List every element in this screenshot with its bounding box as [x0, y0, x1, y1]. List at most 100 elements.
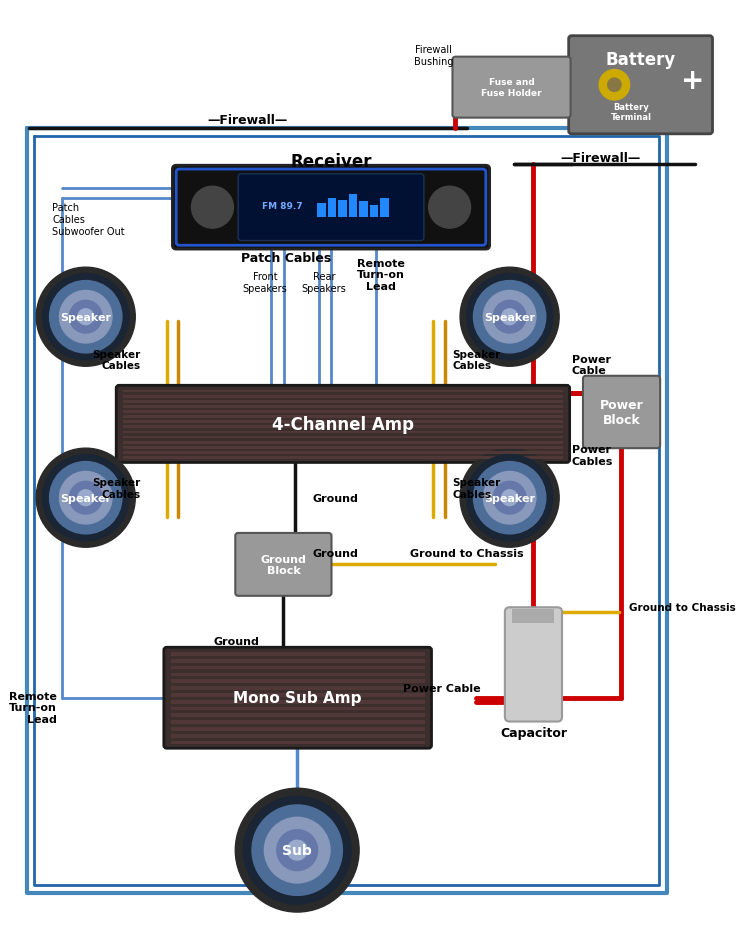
Text: Battery: Battery [605, 51, 676, 69]
Text: Ground: Ground [313, 548, 358, 558]
Circle shape [502, 310, 518, 326]
Text: Receiver: Receiver [290, 153, 372, 171]
Circle shape [483, 291, 536, 344]
Bar [123, 400, 563, 403]
Bar [328, 198, 336, 217]
Circle shape [277, 830, 318, 870]
Circle shape [78, 310, 94, 326]
Text: Ground
Block: Ground Block [260, 554, 306, 576]
Circle shape [473, 281, 546, 353]
Circle shape [50, 462, 122, 534]
Text: Ground: Ground [213, 636, 259, 646]
Text: 4-Channel Amp: 4-Channel Amp [272, 415, 414, 433]
Bar [170, 666, 424, 670]
Bar [123, 457, 563, 460]
Circle shape [265, 818, 330, 883]
Circle shape [36, 268, 135, 367]
Bar [170, 700, 424, 704]
Text: Sub: Sub [282, 843, 312, 857]
Bar [170, 734, 424, 738]
Text: Front
Speakers: Front Speakers [242, 272, 287, 294]
Circle shape [608, 79, 621, 93]
Text: Ground to Chassis: Ground to Chassis [410, 548, 524, 558]
Text: Ground: Ground [313, 493, 358, 503]
Bar [123, 390, 563, 393]
Circle shape [460, 268, 560, 367]
Bar [370, 206, 378, 217]
Text: Power
Block: Power Block [600, 398, 644, 427]
Circle shape [466, 275, 553, 361]
Text: Firewall
Bushing: Firewall Bushing [414, 45, 453, 66]
Bar [123, 396, 563, 398]
Circle shape [466, 455, 553, 541]
Circle shape [429, 187, 470, 228]
Bar [170, 673, 424, 677]
Text: Power
Cables: Power Cables [572, 445, 613, 466]
Bar [123, 451, 563, 454]
Bar [170, 652, 424, 656]
Text: Patch Cables: Patch Cables [241, 252, 331, 265]
Text: Speaker: Speaker [484, 493, 535, 503]
Text: Speaker: Speaker [60, 493, 111, 503]
Bar [123, 436, 563, 439]
FancyBboxPatch shape [238, 175, 424, 242]
Text: Battery
Terminal: Battery Terminal [610, 103, 652, 123]
Bar [359, 202, 368, 217]
Circle shape [43, 275, 129, 361]
Text: Capacitor: Capacitor [500, 727, 567, 739]
Text: Remote
Turn-on
Lead: Remote Turn-on Lead [9, 691, 57, 724]
Bar [170, 693, 424, 697]
Bar [123, 426, 563, 429]
Circle shape [59, 291, 112, 344]
Circle shape [43, 455, 129, 541]
Text: Mono Sub Amp: Mono Sub Amp [233, 690, 362, 705]
Bar [170, 707, 424, 711]
Circle shape [599, 71, 630, 101]
Circle shape [444, 202, 455, 213]
FancyBboxPatch shape [172, 166, 490, 250]
Text: Power
Cable: Power Cable [572, 354, 610, 376]
Text: Rear
Speakers: Rear Speakers [302, 272, 346, 294]
Circle shape [59, 472, 112, 525]
FancyBboxPatch shape [568, 37, 712, 135]
Bar [380, 198, 388, 217]
Bar [512, 610, 554, 624]
Bar [170, 720, 424, 724]
Bar [123, 421, 563, 424]
Text: Speaker
Cables: Speaker Cables [93, 478, 141, 499]
Circle shape [70, 301, 102, 333]
Circle shape [243, 797, 351, 904]
Bar [123, 447, 563, 449]
Bar [123, 431, 563, 434]
Text: Speaker
Cables: Speaker Cables [93, 349, 141, 371]
Text: Speaker
Cables: Speaker Cables [452, 349, 501, 371]
Circle shape [191, 187, 233, 228]
Text: —Firewall—: —Firewall— [208, 114, 288, 126]
Text: FM 89.7: FM 89.7 [262, 202, 302, 211]
Bar [170, 659, 424, 663]
Circle shape [236, 788, 359, 912]
Text: Patch
Cables
Subwoofer Out: Patch Cables Subwoofer Out [53, 203, 125, 236]
FancyBboxPatch shape [164, 648, 431, 749]
Bar [170, 741, 424, 745]
Circle shape [494, 481, 526, 514]
Bar [170, 680, 424, 683]
FancyBboxPatch shape [505, 608, 562, 722]
Circle shape [36, 448, 135, 548]
Circle shape [436, 194, 463, 221]
FancyBboxPatch shape [583, 377, 660, 448]
Text: Ground to Chassis: Ground to Chassis [628, 602, 736, 613]
Circle shape [78, 490, 94, 506]
Circle shape [252, 805, 343, 896]
Bar [123, 415, 563, 418]
Bar [338, 201, 346, 217]
Text: Power Cable: Power Cable [404, 683, 481, 693]
FancyBboxPatch shape [236, 533, 332, 597]
Bar [123, 441, 563, 444]
Bar [123, 406, 563, 409]
Circle shape [70, 481, 102, 514]
Circle shape [483, 472, 536, 525]
FancyBboxPatch shape [452, 58, 571, 119]
Text: Fuse and
Fuse Holder: Fuse and Fuse Holder [482, 78, 542, 98]
Text: Speaker: Speaker [60, 312, 111, 322]
